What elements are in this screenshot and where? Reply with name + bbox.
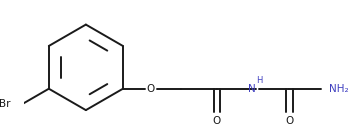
Text: O: O: [285, 116, 294, 126]
Text: H: H: [256, 76, 262, 85]
Text: Br: Br: [0, 99, 11, 109]
Text: N: N: [248, 84, 256, 94]
Text: O: O: [147, 84, 155, 94]
Text: O: O: [213, 116, 221, 126]
Text: NH₂: NH₂: [329, 84, 349, 94]
